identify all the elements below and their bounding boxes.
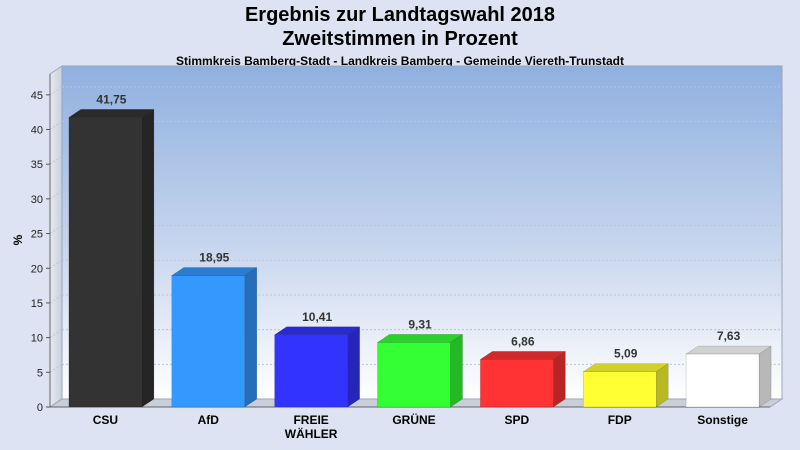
bar-top [479, 351, 567, 360]
bar-top [582, 363, 670, 372]
x-tick-label: SPD [505, 413, 530, 427]
x-tick-label: Sonstige [697, 413, 748, 427]
y-tick-label: 10 [31, 333, 43, 345]
bar-group [685, 345, 772, 408]
bar [274, 334, 348, 408]
x-tick-label: FDP [608, 413, 632, 427]
bar-top [685, 345, 772, 355]
data-label: 18,95 [199, 251, 229, 265]
bar-side [553, 350, 566, 408]
bar [377, 342, 451, 408]
bar-top [170, 267, 258, 276]
y-tick-label: 20 [31, 263, 43, 275]
plot-side-wall [49, 65, 63, 408]
gridline-side [49, 121, 63, 130]
x-tick-label: GRÜNE [392, 412, 435, 427]
gridline-side [49, 190, 63, 200]
bar-side [450, 333, 463, 408]
bar-top [376, 334, 464, 343]
data-label: 9,31 [408, 317, 432, 331]
bar [480, 359, 554, 408]
x-tick-label: FREIE WÄHLER [285, 413, 338, 441]
bar-side [141, 108, 155, 408]
data-label: 7,63 [717, 329, 741, 343]
bar [582, 371, 657, 408]
gridline-side [49, 294, 63, 304]
bar [685, 353, 760, 408]
bar [171, 275, 246, 408]
bar-group [273, 326, 361, 408]
chart-caption: Stimmkreis Bamberg-Stadt - Landkreis Bam… [176, 54, 624, 68]
chart-subtitle: Zweitstimmen in Prozent [282, 28, 518, 50]
x-tick-label: CSU [93, 413, 118, 427]
gridline-side [49, 225, 63, 234]
bar-group [479, 350, 567, 408]
y-tick-label: 25 [31, 229, 43, 241]
bar-group [582, 363, 670, 408]
x-tick-label: AfD [198, 413, 220, 427]
bar-side [244, 267, 258, 408]
data-label: 41,75 [96, 92, 126, 106]
y-tick-label: 15 [31, 298, 43, 310]
data-label: 6,86 [511, 334, 535, 348]
y-tick-label: 40 [31, 125, 43, 137]
gridline-side [49, 155, 63, 165]
data-label: 10,41 [302, 310, 332, 324]
bar-group [376, 333, 464, 408]
y-tick-label: 30 [31, 194, 43, 206]
data-label: 5,09 [614, 347, 638, 361]
bar-side [347, 326, 360, 408]
y-tick-label: 45 [31, 90, 43, 102]
y-tick-label: 0 [37, 402, 43, 414]
gridline-side [49, 86, 63, 96]
gridline-side [49, 329, 63, 339]
bar-side [758, 345, 772, 408]
y-tick-label: 5 [37, 367, 43, 379]
gridline-side [49, 363, 63, 373]
bar-top [273, 326, 361, 336]
bar-top [68, 109, 155, 118]
bar-group [170, 267, 258, 408]
y-tick-label: 35 [31, 159, 43, 171]
gridline-side [49, 259, 63, 269]
y-axis-label: % [11, 234, 25, 245]
chart-title: Ergebnis zur Landtagswahl 2018 [244, 4, 556, 26]
bar-group [68, 108, 155, 408]
bar [68, 117, 143, 408]
